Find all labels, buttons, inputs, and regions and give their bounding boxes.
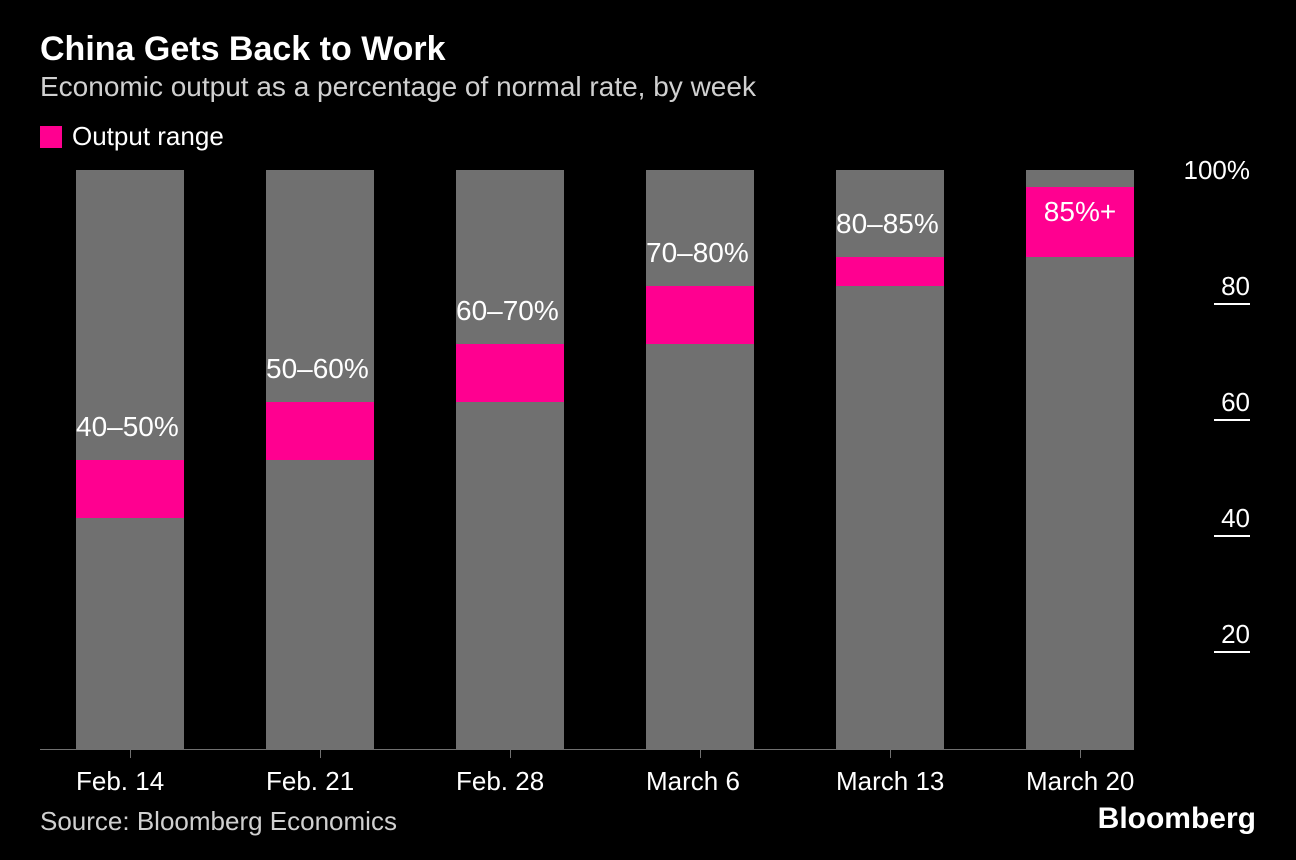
x-tick-label: Feb. 28 bbox=[456, 766, 544, 797]
bar-output-range bbox=[266, 402, 374, 460]
bar-output-range bbox=[76, 460, 184, 518]
x-tick bbox=[1080, 750, 1081, 758]
bar-output-range bbox=[646, 286, 754, 344]
plot-area: 40–50%Feb. 1450–60%Feb. 2160–70%Feb. 287… bbox=[40, 170, 1120, 750]
bar-value-label: 40–50% bbox=[76, 411, 179, 443]
y-tick-label: 100% bbox=[1184, 155, 1251, 186]
x-axis-baseline bbox=[40, 749, 1120, 750]
x-tick bbox=[700, 750, 701, 758]
chart-container: China Gets Back to Work Economic output … bbox=[0, 0, 1296, 860]
x-tick bbox=[320, 750, 321, 758]
bar-full bbox=[456, 170, 564, 750]
legend: Output range bbox=[40, 121, 1256, 152]
legend-swatch bbox=[40, 126, 62, 148]
bar-output-range bbox=[456, 344, 564, 402]
y-tick-mark bbox=[1214, 651, 1250, 653]
legend-label: Output range bbox=[72, 121, 224, 152]
x-tick-label: March 20 bbox=[1026, 766, 1134, 797]
x-tick-label: March 13 bbox=[836, 766, 944, 797]
y-tick-label: 20 bbox=[1221, 619, 1250, 650]
x-tick bbox=[890, 750, 891, 758]
source-text: Source: Bloomberg Economics bbox=[40, 806, 397, 837]
bar-group: 60–70% bbox=[456, 170, 564, 750]
bar-group: 50–60% bbox=[266, 170, 374, 750]
y-tick-mark bbox=[1214, 303, 1250, 305]
y-tick-mark bbox=[1214, 419, 1250, 421]
x-tick-label: March 6 bbox=[646, 766, 740, 797]
bar-value-label: 60–70% bbox=[456, 295, 559, 327]
y-tick-label: 80 bbox=[1221, 271, 1250, 302]
bar-group: 70–80% bbox=[646, 170, 754, 750]
chart-title: China Gets Back to Work bbox=[40, 30, 1256, 69]
brand-logo: Bloomberg bbox=[1098, 802, 1256, 836]
x-tick-label: Feb. 14 bbox=[76, 766, 164, 797]
x-tick-label: Feb. 21 bbox=[266, 766, 354, 797]
bar-group: 80–85% bbox=[836, 170, 944, 750]
bar-output-range bbox=[836, 257, 944, 286]
chart-subtitle: Economic output as a percentage of norma… bbox=[40, 71, 1256, 103]
y-tick-mark bbox=[1214, 535, 1250, 537]
x-tick bbox=[130, 750, 131, 758]
bar-value-label: 70–80% bbox=[646, 237, 749, 269]
bar-full bbox=[266, 170, 374, 750]
bar-value-label: 85%+ bbox=[1044, 196, 1116, 228]
y-tick-label: 60 bbox=[1221, 387, 1250, 418]
y-tick-label: 40 bbox=[1221, 503, 1250, 534]
bar-value-label: 50–60% bbox=[266, 353, 369, 385]
bar-value-label: 80–85% bbox=[836, 208, 939, 240]
bar-full bbox=[1026, 170, 1134, 750]
bar-group: 40–50% bbox=[76, 170, 184, 750]
bar-group: 85%+ bbox=[1026, 170, 1134, 750]
x-tick bbox=[510, 750, 511, 758]
